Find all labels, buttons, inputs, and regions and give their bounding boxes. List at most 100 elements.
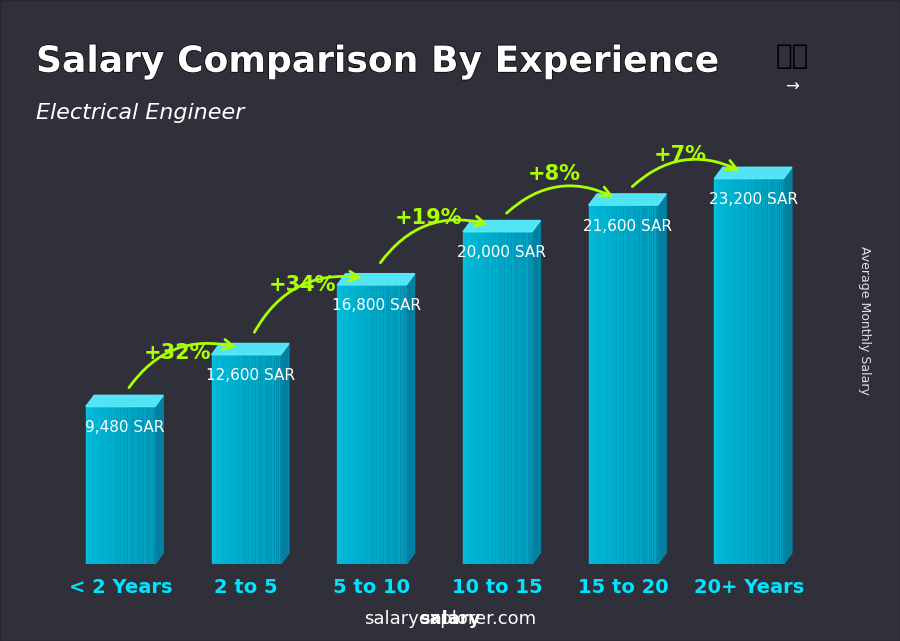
Bar [495, 231, 498, 564]
Bar [642, 205, 644, 564]
Bar [593, 205, 596, 564]
Text: 9,480 SAR: 9,480 SAR [85, 420, 165, 435]
Bar [630, 205, 633, 564]
Bar [262, 354, 265, 564]
Bar [367, 285, 370, 564]
Bar [391, 285, 392, 564]
Bar [239, 354, 241, 564]
Text: +34%: +34% [269, 275, 337, 295]
Bar [220, 354, 223, 564]
Bar [609, 205, 612, 564]
Bar [278, 354, 281, 564]
Bar [737, 179, 740, 564]
Text: +32%: +32% [143, 344, 211, 363]
Text: salaryexplorer.com: salaryexplorer.com [364, 610, 536, 628]
Bar [374, 285, 376, 564]
Bar [608, 205, 609, 564]
Polygon shape [463, 221, 540, 231]
Bar [489, 231, 491, 564]
Bar [228, 354, 230, 564]
Bar [752, 179, 753, 564]
Bar [719, 179, 721, 564]
Text: 🇸🇦: 🇸🇦 [776, 42, 808, 71]
Bar [346, 285, 349, 564]
Bar [733, 179, 735, 564]
Bar [356, 285, 358, 564]
Bar [749, 179, 752, 564]
Bar [770, 179, 772, 564]
Bar [358, 285, 360, 564]
Text: 16,800 SAR: 16,800 SAR [331, 298, 420, 313]
Bar [514, 231, 516, 564]
Bar [267, 354, 269, 564]
Bar [765, 179, 768, 564]
Bar [88, 406, 91, 564]
Bar [715, 179, 784, 564]
Bar [726, 179, 728, 564]
Bar [483, 231, 486, 564]
Bar [363, 285, 365, 564]
Bar [122, 406, 125, 564]
Bar [370, 285, 372, 564]
Bar [146, 406, 148, 564]
Bar [526, 231, 527, 564]
Bar [397, 285, 400, 564]
Bar [520, 231, 523, 564]
Bar [386, 285, 388, 564]
Bar [744, 179, 747, 564]
Bar [598, 205, 600, 564]
Bar [360, 285, 363, 564]
Bar [212, 354, 281, 564]
Bar [404, 285, 407, 564]
Bar [97, 406, 100, 564]
Polygon shape [155, 395, 163, 564]
Bar [388, 285, 391, 564]
Bar [589, 205, 591, 564]
Bar [600, 205, 602, 564]
Bar [265, 354, 267, 564]
Bar [740, 179, 742, 564]
Bar [376, 285, 379, 564]
Polygon shape [281, 344, 289, 564]
Text: Average Monthly Salary: Average Monthly Salary [858, 246, 870, 395]
Bar [153, 406, 155, 564]
Bar [653, 205, 655, 564]
Bar [511, 231, 514, 564]
Bar [216, 354, 219, 564]
Bar [127, 406, 130, 564]
Bar [256, 354, 257, 564]
Bar [760, 179, 763, 564]
Bar [100, 406, 102, 564]
Bar [505, 231, 507, 564]
Bar [774, 179, 777, 564]
Bar [628, 205, 630, 564]
Polygon shape [212, 344, 289, 354]
Bar [364, 285, 367, 564]
Bar [493, 231, 495, 564]
Bar [395, 285, 397, 564]
Bar [269, 354, 272, 564]
Bar [381, 285, 383, 564]
Bar [139, 406, 141, 564]
Polygon shape [589, 194, 666, 205]
Bar [472, 231, 474, 564]
Bar [616, 205, 618, 564]
Bar [351, 285, 354, 564]
Bar [116, 406, 118, 564]
Text: 21,600 SAR: 21,600 SAR [583, 219, 672, 233]
Bar [724, 179, 726, 564]
Bar [150, 406, 153, 564]
Bar [477, 231, 479, 564]
Bar [721, 179, 724, 564]
Bar [349, 285, 351, 564]
Bar [470, 231, 472, 564]
Bar [602, 205, 605, 564]
Bar [614, 205, 617, 564]
Bar [518, 231, 520, 564]
Bar [212, 354, 214, 564]
Text: +19%: +19% [394, 208, 463, 228]
Text: salary: salary [419, 610, 481, 628]
Bar [621, 205, 624, 564]
Bar [634, 205, 637, 564]
Bar [474, 231, 477, 564]
